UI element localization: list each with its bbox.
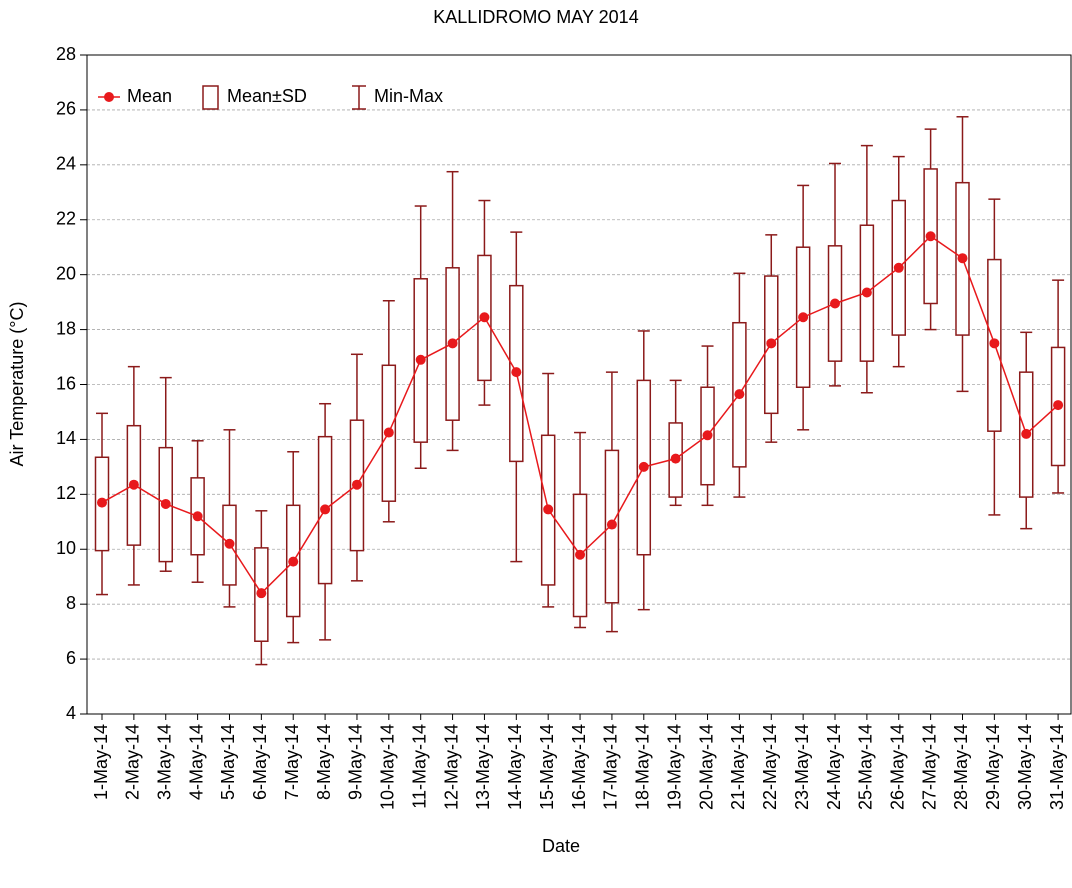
x-tick-label: 8-May-14: [314, 724, 334, 800]
x-tick-label: 29-May-14: [983, 724, 1003, 810]
mean-point: [447, 338, 458, 349]
y-tick-label: 16: [56, 373, 76, 393]
y-tick-label: 6: [66, 648, 76, 668]
mean-point: [383, 427, 394, 438]
mean-point: [97, 497, 107, 508]
x-tick-label: 2-May-14: [123, 724, 143, 800]
x-tick-label: 7-May-14: [282, 724, 302, 800]
legend-label: Mean: [127, 86, 172, 106]
x-tick-label: 24-May-14: [824, 724, 844, 810]
x-tick-label: 3-May-14: [154, 724, 174, 800]
mean-point: [575, 549, 586, 560]
mean-point: [957, 253, 968, 264]
legend-swatch: [202, 85, 219, 110]
x-tick-label: 17-May-14: [601, 724, 621, 810]
mean-point: [160, 498, 171, 509]
mean-point: [702, 430, 713, 441]
mean-point: [989, 338, 1000, 349]
chart-title: KALLIDROMO MAY 2014: [433, 7, 638, 27]
x-tick-label: 27-May-14: [919, 724, 939, 810]
mean-point: [224, 538, 235, 549]
y-tick-label: 12: [56, 483, 76, 503]
mean-point: [766, 338, 777, 349]
mean-point: [734, 389, 745, 400]
mean-point: [288, 556, 299, 567]
mean-point: [798, 312, 809, 323]
mean-point: [638, 461, 649, 472]
x-tick-label: 19-May-14: [664, 724, 684, 810]
x-tick-label: 6-May-14: [250, 724, 270, 800]
y-tick-label: 28: [56, 44, 76, 64]
mean-point: [320, 504, 331, 515]
x-tick-label: 10-May-14: [378, 724, 398, 810]
x-tick-label: 14-May-14: [505, 724, 525, 810]
x-tick-label: 26-May-14: [888, 724, 908, 810]
mean-point: [606, 519, 617, 530]
x-tick-label: 20-May-14: [696, 724, 716, 810]
mean-point: [351, 479, 362, 490]
mean-point: [893, 262, 904, 273]
x-tick-label: 13-May-14: [473, 724, 493, 810]
x-axis-label: Date: [542, 836, 580, 856]
x-tick-label: 30-May-14: [1015, 724, 1035, 810]
x-tick-label: 9-May-14: [346, 724, 366, 800]
y-tick-label: 14: [56, 428, 76, 448]
y-tick-label: 24: [56, 154, 76, 174]
x-tick-label: 15-May-14: [537, 724, 557, 810]
y-axis-label: Air Temperature (°C): [7, 302, 27, 467]
mean-point: [543, 504, 554, 515]
mean-point: [670, 453, 681, 464]
y-tick-label: 8: [66, 593, 76, 613]
mean-point: [256, 588, 267, 599]
y-tick-label: 20: [56, 263, 76, 283]
mean-point: [192, 511, 203, 522]
y-tick-label: 10: [56, 538, 76, 558]
x-tick-label: 4-May-14: [186, 724, 206, 800]
x-tick-label: 11-May-14: [409, 724, 429, 809]
mean-point: [128, 479, 139, 490]
x-tick-label: 23-May-14: [792, 724, 812, 810]
x-tick-label: 12-May-14: [441, 724, 461, 810]
plot-frame: [86, 54, 1072, 715]
x-tick-label: 16-May-14: [569, 724, 589, 810]
mean-point: [830, 298, 841, 309]
x-tick-label: 1-May-14: [91, 724, 111, 800]
mean-point: [861, 287, 872, 298]
y-tick-label: 18: [56, 318, 76, 338]
y-tick-label: 22: [56, 209, 76, 229]
x-tick-label: 31-May-14: [1047, 724, 1067, 810]
legend-label: Min-Max: [374, 86, 443, 106]
x-tick-label: 5-May-14: [218, 724, 238, 800]
mean-point: [415, 354, 426, 365]
x-tick-label: 28-May-14: [951, 724, 971, 810]
mean-point: [479, 312, 490, 323]
mean-point: [511, 367, 522, 378]
x-tick-label: 25-May-14: [856, 724, 876, 810]
legend-label: Mean±SD: [227, 86, 307, 106]
legend-swatch: [104, 92, 114, 102]
y-tick-label: 4: [66, 703, 76, 723]
x-tick-label: 21-May-14: [728, 724, 748, 810]
x-tick-label: 22-May-14: [760, 724, 780, 810]
mean-point: [1053, 400, 1064, 411]
y-tick-label: 26: [56, 99, 76, 119]
x-tick-label: 18-May-14: [633, 724, 653, 810]
mean-point: [925, 231, 936, 242]
mean-point: [1021, 428, 1032, 439]
